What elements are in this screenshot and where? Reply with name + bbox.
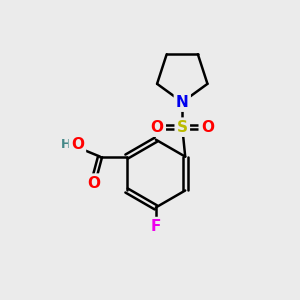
Text: O: O — [151, 120, 164, 135]
Text: N: N — [176, 95, 189, 110]
Text: F: F — [151, 219, 161, 234]
Text: H: H — [60, 138, 71, 151]
Text: O: O — [71, 137, 84, 152]
Text: S: S — [177, 120, 188, 135]
Text: O: O — [88, 176, 101, 190]
Text: O: O — [201, 120, 214, 135]
